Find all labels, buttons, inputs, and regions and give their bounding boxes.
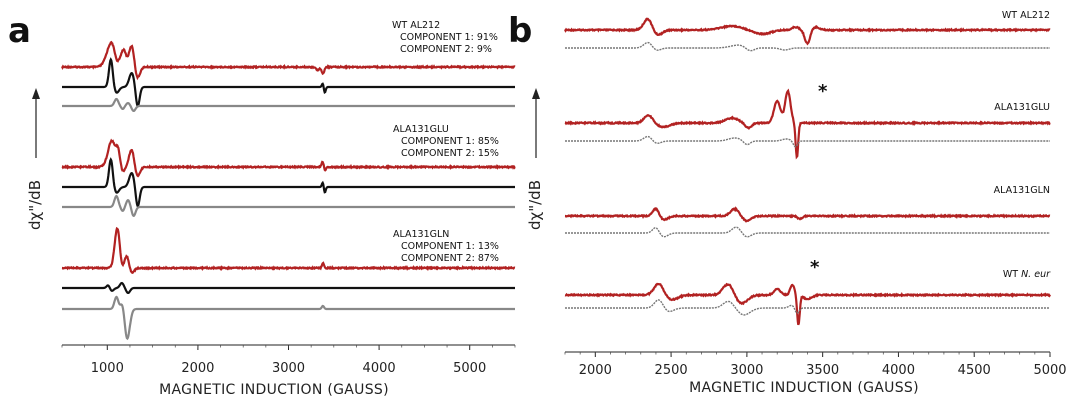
panel-b-y-arrow-head <box>532 88 540 99</box>
sample-label: ALA131GLU <box>393 124 449 135</box>
series-simulation <box>565 226 1050 238</box>
series-component-2 <box>62 295 515 341</box>
asterisk-marker: * <box>810 257 820 278</box>
component-label: COMPONENT 2: 87% <box>401 253 499 264</box>
x-tick-label: 2500 <box>655 363 688 378</box>
panel-a-label: a <box>8 11 31 51</box>
series-experimental <box>60 40 516 81</box>
panel-b-label: b <box>508 11 532 51</box>
panel-b-ylabel: dχ"/dB <box>526 180 544 230</box>
series-component-2 <box>62 194 515 217</box>
x-tick-label: 4000 <box>363 361 396 376</box>
x-tick-label: 5000 <box>453 361 486 376</box>
x-tick-label: 1000 <box>91 361 124 376</box>
panel-a-ylabel: dχ"/dB <box>26 180 44 230</box>
component-label: COMPONENT 2: 9% <box>400 44 492 55</box>
series-simulation <box>565 135 1050 148</box>
x-tick-label: 3500 <box>806 363 839 378</box>
x-tick-label: 3000 <box>730 363 763 378</box>
x-tick-label: 4000 <box>882 363 915 378</box>
sample-label-species: N. eur <box>1021 269 1051 280</box>
x-tick-label: 2000 <box>181 361 214 376</box>
sample-group-2: ALA131GLN <box>564 185 1051 238</box>
series-experimental <box>564 206 1051 223</box>
series-component-1 <box>62 281 515 294</box>
x-tick-label: 5000 <box>1033 363 1066 378</box>
sample-label: ALA131GLU <box>994 102 1050 113</box>
sample-label: WT AL212 <box>1002 10 1050 21</box>
component-label: COMPONENT 1: 85% <box>401 136 499 147</box>
sample-label: ALA131GLN <box>393 229 449 240</box>
component-label: COMPONENT 2: 15% <box>401 148 499 159</box>
series-simulation <box>565 299 1050 316</box>
panel-a-y-axis: dχ"/dB <box>26 88 44 230</box>
panel-a-y-arrow-head <box>32 88 40 99</box>
component-label: COMPONENT 1: 13% <box>401 241 499 252</box>
series-component-1 <box>62 157 515 208</box>
component-label: COMPONENT 1: 91% <box>400 32 498 43</box>
series-experimental <box>564 88 1051 160</box>
sample-label: ALA131GLN <box>994 185 1050 196</box>
panel-a-xlabel: MAGNETIC INDUCTION (GAUSS) <box>159 382 389 396</box>
sample-group-3: WT N. eur * <box>564 257 1051 326</box>
panel-b: 2000 2500 3000 3500 4000 4500 5000 WT AL212 ALA1… <box>563 10 1067 378</box>
x-tick-label: 2000 <box>579 363 612 378</box>
panel-b-y-axis: dχ"/dB <box>526 88 544 230</box>
series-experimental <box>61 138 516 178</box>
series-experimental <box>563 17 1051 46</box>
series-component-2 <box>62 97 515 112</box>
x-tick-label: 3000 <box>272 361 305 376</box>
sample-group-0: WT AL212 <box>563 10 1051 52</box>
series-experimental <box>61 226 516 275</box>
panel-b-xlabel: MAGNETIC INDUCTION (GAUSS) <box>689 380 919 396</box>
sample-label-prefix: WT <box>1003 269 1021 280</box>
series-experimental <box>564 282 1051 326</box>
asterisk-marker: * <box>818 81 828 102</box>
sample-label: WT AL212 <box>392 20 440 31</box>
sample-label: WT N. eur <box>1003 269 1051 280</box>
series-simulation <box>565 41 1050 52</box>
sample-group-1: ALA131GLU * <box>564 81 1051 160</box>
x-tick-label: 4500 <box>958 363 991 378</box>
